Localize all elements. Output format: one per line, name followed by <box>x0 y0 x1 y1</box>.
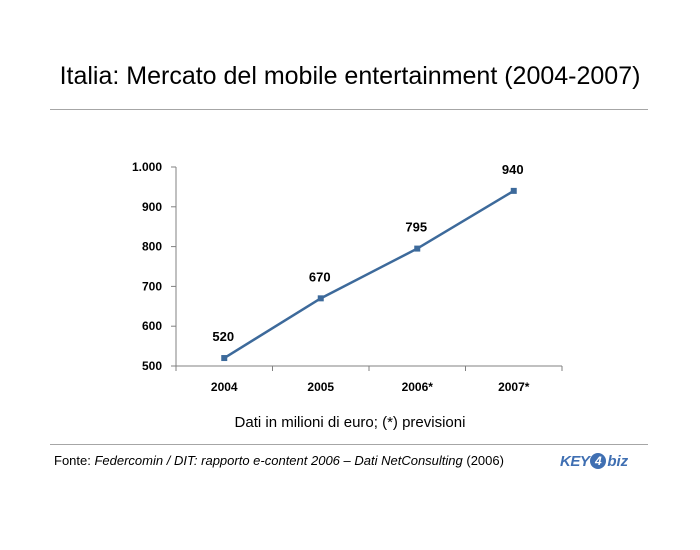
page-title: Italia: Mercato del mobile entertainment… <box>59 62 641 90</box>
chart-caption: Dati in milioni di euro; (*) previsioni <box>234 414 466 431</box>
logo-text-biz: biz <box>607 453 629 470</box>
top-divider <box>50 109 648 110</box>
chart-marks: 520 670 795 940 <box>212 162 524 362</box>
x-tick-label: 2006* <box>402 380 434 394</box>
y-tick-label: 800 <box>142 240 162 254</box>
y-tick-label: 500 <box>142 359 162 373</box>
series-line <box>223 189 515 360</box>
data-label: 670 <box>309 269 331 284</box>
logo-text-key: KEY <box>560 453 590 470</box>
y-tick-label: 900 <box>142 200 162 214</box>
key4biz-logo: KEY 4 biz <box>560 452 632 472</box>
y-tick-label: 1.000 <box>132 160 162 174</box>
source-reference: Federcomin / DIT: rapporto e-content 200… <box>94 453 463 468</box>
data-point <box>317 295 324 302</box>
x-tick-label: 2007* <box>498 380 530 394</box>
logo-number-badge: 4 <box>590 453 607 469</box>
data-label: 795 <box>405 220 427 235</box>
data-label: 940 <box>502 162 524 177</box>
data-point <box>414 245 421 252</box>
source-note: Fonte: Federcomin / DIT: rapporto e-cont… <box>54 453 504 468</box>
data-label: 520 <box>212 329 234 344</box>
data-point <box>221 355 228 362</box>
x-tick-label: 2005 <box>307 380 334 394</box>
x-tick-label: 2004 <box>211 380 238 394</box>
data-point <box>510 187 517 194</box>
source-year: (2006) <box>462 453 504 468</box>
y-tick-label: 600 <box>142 319 162 333</box>
bottom-divider <box>50 444 648 445</box>
chart-axes: 500 600 700 800 900 1.000 2004 2005 2006* 2007* <box>132 160 563 394</box>
source-prefix: Fonte: <box>54 453 95 468</box>
y-tick-label: 700 <box>142 279 162 293</box>
